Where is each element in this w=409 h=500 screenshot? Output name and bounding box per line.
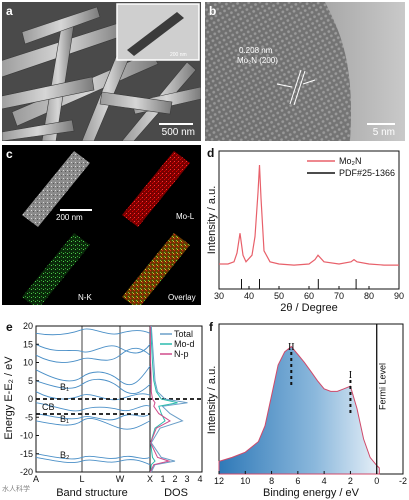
kpoint-x: X bbox=[147, 474, 153, 484]
xrd-series-line bbox=[219, 164, 399, 266]
panel-f-xps-valence: 12 10 8 6 4 2 0 -2 II I Fermi Level Intensity /… bbox=[205, 318, 409, 500]
x-tick-label-0: 12 bbox=[214, 476, 224, 486]
y-tick-label-6: -10 bbox=[20, 431, 33, 441]
scale-bar-label: 5 nm bbox=[372, 127, 395, 138]
legend-mo-d: Mo-d bbox=[174, 339, 195, 349]
plane-label: Mo₂N (200) bbox=[237, 56, 278, 65]
dos-tick-2: 2 bbox=[172, 474, 177, 484]
panel-a-sem-image: a 200 nm 500 nm bbox=[2, 2, 201, 141]
panel-label: b bbox=[209, 4, 217, 18]
y-tick-label-8: -20 bbox=[20, 467, 33, 477]
y-tick-label-7: -15 bbox=[20, 449, 33, 459]
band-line-4 bbox=[35, 391, 151, 401]
y-tick-label-1: 15 bbox=[23, 339, 33, 349]
band-line-6 bbox=[35, 413, 151, 421]
fermi-level-label: Fermi Level bbox=[378, 363, 388, 410]
dos-tick-1: 1 bbox=[160, 474, 165, 484]
overlay-label: Overlay bbox=[168, 293, 196, 302]
band-line-7 bbox=[35, 418, 151, 430]
scale-bar-label: 500 nm bbox=[161, 127, 195, 138]
dos-curve-total bbox=[150, 325, 188, 473]
scale-bar bbox=[159, 123, 193, 125]
panel-label: a bbox=[6, 4, 13, 18]
band-svg: 20 15 10 5 0 -5 -10 -15 -20 Energy E-E₂ / eV A L… bbox=[3, 321, 203, 499]
scale-bar bbox=[60, 209, 92, 211]
x-tick-label-6: 90 bbox=[394, 291, 404, 301]
kpoint-a: A bbox=[33, 474, 39, 484]
y-tick-label-2: 10 bbox=[23, 358, 33, 368]
band-line-8 bbox=[35, 453, 151, 460]
panel-b-hrtem-image: b 0.208 nm Mo₂N (200) 5 nm bbox=[205, 2, 405, 141]
dos-curve-mo-d bbox=[150, 325, 178, 473]
panel-label: f bbox=[209, 320, 213, 334]
panel-label: e bbox=[6, 320, 13, 334]
x-tick-label-4: 70 bbox=[334, 291, 344, 301]
scale-bar bbox=[367, 123, 395, 125]
mo-l-label: Mo-L bbox=[176, 212, 195, 221]
band-line-2 bbox=[35, 365, 151, 386]
hrtem-lattice bbox=[205, 2, 405, 141]
panel-e-band-structure: 20 15 10 5 0 -5 -10 -15 -20 Energy E-E₂ / eV A L… bbox=[2, 318, 207, 500]
band-line-5 bbox=[35, 402, 151, 412]
sem-rods bbox=[2, 2, 201, 141]
kpoint-w: W bbox=[116, 474, 125, 484]
band-line-1 bbox=[35, 347, 151, 363]
band-line-10 bbox=[35, 328, 151, 336]
scale-bar-label: 200 nm bbox=[56, 213, 83, 222]
annotation-b2: B₂ bbox=[60, 450, 70, 460]
legend-total: Total bbox=[174, 329, 193, 339]
y-tick-label-5: -5 bbox=[25, 412, 33, 422]
peak-ii-label: II bbox=[288, 342, 295, 353]
watermark: 水人科学 bbox=[2, 486, 30, 493]
panel-label: d bbox=[207, 146, 215, 160]
y-axis-label: Intensity / a.u. bbox=[206, 186, 218, 254]
x-tick-label-5: 80 bbox=[364, 291, 374, 301]
annotation-b1-lower: B₁ bbox=[60, 414, 69, 424]
band-line-3 bbox=[35, 378, 151, 395]
legend-mo2n: Mo₂N bbox=[339, 156, 362, 166]
x-axis-label: 2θ / Degree bbox=[280, 302, 337, 314]
d-spacing-label: 0.208 nm bbox=[239, 46, 273, 55]
vb-area bbox=[218, 345, 380, 475]
y-tick-label-0: 20 bbox=[23, 321, 33, 331]
band-line-0 bbox=[35, 343, 151, 354]
kpoint-l: L bbox=[79, 474, 84, 484]
xrd-svg: 30 40 50 60 70 80 90 Intensity / a.u. 2θ / Deg… bbox=[206, 150, 404, 314]
x-tick-label-3: 6 bbox=[295, 476, 300, 486]
x-tick-label-5: 2 bbox=[348, 476, 353, 486]
panel-label: c bbox=[6, 147, 13, 161]
eds-tiles bbox=[2, 145, 201, 305]
y-tick-label-3: 5 bbox=[28, 376, 33, 386]
dos-tick-4: 4 bbox=[197, 474, 202, 484]
x-tick-label-4: 4 bbox=[322, 476, 327, 486]
y-axis-label: Intensity / a.u. bbox=[206, 366, 218, 434]
x-tick-label-1: 40 bbox=[244, 291, 254, 301]
x-tick-label-6: 0 bbox=[374, 476, 379, 486]
n-k-label: N-K bbox=[78, 293, 92, 302]
band-x-label: Band structure bbox=[56, 487, 128, 499]
dos-tick-3: 3 bbox=[184, 474, 189, 484]
x-tick-label-3: 60 bbox=[304, 291, 314, 301]
dos-x-label: DOS bbox=[164, 487, 188, 499]
legend-pdf: PDF#25-1366 bbox=[339, 168, 395, 178]
x-tick-label-0: 30 bbox=[214, 291, 224, 301]
dos-curve-n-p bbox=[149, 325, 171, 473]
inset-scale-bar-label: 200 nm bbox=[170, 52, 187, 58]
x-tick-label-2: 8 bbox=[269, 476, 274, 486]
legend-n-p: N-p bbox=[174, 349, 189, 359]
vb-svg: 12 10 8 6 4 2 0 -2 II I Fermi Level Intensity /… bbox=[206, 323, 407, 499]
x-tick-label-1: 10 bbox=[240, 476, 250, 486]
panel-d-xrd-chart: 30 40 50 60 70 80 90 Intensity / a.u. 2θ / Deg… bbox=[205, 145, 409, 315]
annotation-b1-upper: B₁ bbox=[60, 382, 69, 392]
annotation-cb: CB bbox=[42, 402, 55, 412]
peak-i-label: I bbox=[349, 370, 352, 381]
x-tick-label-2: 50 bbox=[274, 291, 284, 301]
band-line-9 bbox=[35, 456, 151, 466]
x-tick-label-7: -2 bbox=[399, 476, 407, 486]
panel-c-eds-mapping: c 200 nm Mo-L N-K Overlay bbox=[2, 145, 201, 305]
y-axis-label: Energy E-E₂ / eV bbox=[3, 356, 15, 440]
x-axis-label: Binding energy / eV bbox=[263, 487, 360, 499]
y-tick-label-4: 0 bbox=[28, 394, 33, 404]
